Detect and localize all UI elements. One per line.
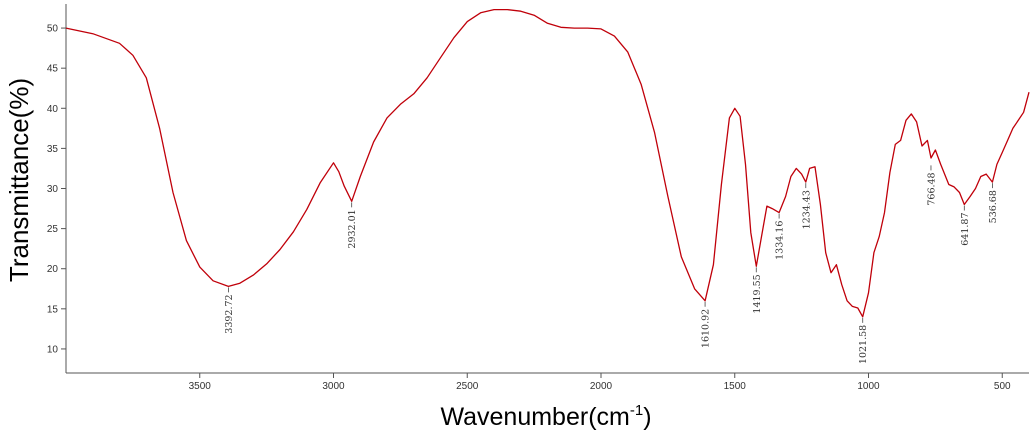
x-tick-label: 500 — [994, 381, 1011, 392]
peak-label: 766.48 — [927, 172, 938, 205]
x-axis-title-main: Wavenumber(cm — [440, 403, 629, 431]
y-axis-title: Transmittance(%) — [4, 78, 34, 282]
y-tick-label: 30 — [47, 184, 59, 195]
peak-labels: 3392.72 2932.01 1610.92 1419.55 1334.16 1234.… — [224, 165, 999, 364]
x-ticks: 3500 3000 2500 2000 1500 1000 500 — [189, 373, 1011, 392]
x-axis-title: Wavenumber(cm-1) — [440, 402, 651, 431]
x-tick-label: 3500 — [189, 381, 212, 392]
x-tick-label: 3000 — [322, 381, 345, 392]
x-tick-label: 1000 — [857, 381, 880, 392]
x-axis-title-suffix: ) — [643, 403, 651, 431]
x-tick-label: 2500 — [456, 381, 479, 392]
peak-label: 3392.72 — [224, 294, 235, 333]
y-tick-label: 35 — [47, 144, 59, 155]
peak-label: 1234.43 — [801, 190, 812, 229]
peak-label: 1610.92 — [701, 309, 712, 348]
x-tick-label: 1500 — [724, 381, 747, 392]
x-tick-label: 2000 — [590, 381, 613, 392]
y-tick-label: 45 — [47, 64, 59, 75]
y-tick-label: 25 — [47, 224, 59, 235]
y-tick-label: 10 — [47, 344, 59, 355]
peak-label: 1334.16 — [775, 221, 786, 260]
peak-label: 641.87 — [960, 213, 971, 246]
peak-label: 2932.01 — [347, 209, 358, 248]
peak-label: 1021.58 — [858, 325, 869, 364]
y-tick-label: 15 — [47, 304, 59, 315]
spectrum-line — [65, 8, 1030, 318]
peak-label: 536.68 — [988, 190, 999, 223]
series-group — [65, 8, 1030, 318]
y-tick-label: 20 — [47, 264, 59, 275]
y-tick-label: 40 — [47, 104, 59, 115]
x-axis-title-superscript: -1 — [630, 402, 643, 419]
y-tick-label: 50 — [47, 24, 59, 35]
axes — [65, 4, 1029, 374]
y-ticks: 10 15 20 25 30 35 40 45 50 — [47, 24, 66, 355]
peak-label: 1419.55 — [752, 274, 763, 313]
